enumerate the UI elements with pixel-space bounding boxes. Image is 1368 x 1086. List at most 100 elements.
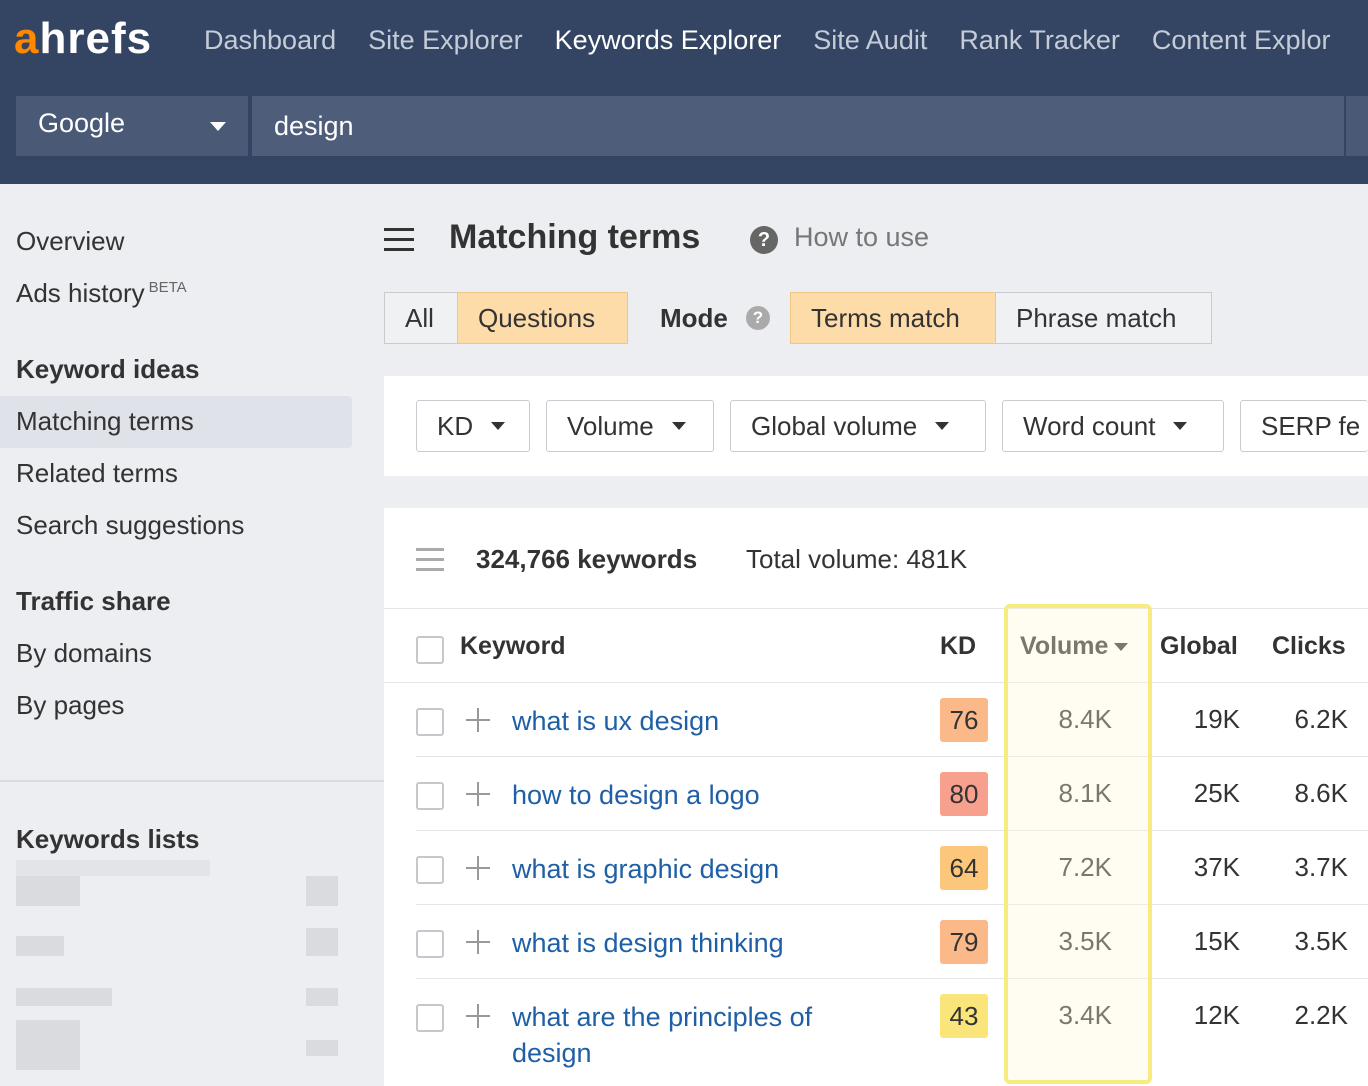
sidebar-item-by-domains[interactable]: By domains [16, 638, 152, 668]
volume-value: 8.4K [1058, 704, 1113, 734]
global-value: 15K [1193, 926, 1240, 956]
keyword-link[interactable]: what is ux design [512, 706, 720, 736]
menu-icon[interactable] [384, 228, 416, 252]
select-all-checkbox[interactable] [416, 636, 444, 664]
row-checkbox[interactable] [416, 930, 444, 958]
sidebar-item-overview[interactable]: Overview [16, 226, 125, 256]
row-divider [416, 756, 1368, 757]
chevron-down-icon [671, 422, 686, 430]
plus-icon[interactable] [466, 708, 490, 732]
clicks-value: 3.7K [1294, 852, 1349, 882]
filter-serp-features[interactable]: SERP fe [1240, 400, 1368, 452]
sidebar-item-search-suggestions[interactable]: Search suggestions [16, 510, 245, 540]
sidebar-selected-highlight [0, 396, 352, 448]
plus-icon[interactable] [466, 856, 490, 880]
keyword-link[interactable]: how to design a logo [512, 780, 760, 810]
sidebar-item-ads-history[interactable]: Ads history BETA [16, 278, 187, 309]
filter-volume[interactable]: Volume [546, 400, 714, 452]
blurred-list-item [16, 1020, 80, 1070]
plus-icon[interactable] [466, 782, 490, 806]
section-heading-traffic-share: Traffic share [16, 586, 171, 616]
nav-dashboard[interactable]: Dashboard [204, 25, 337, 55]
mode-label: Mode [660, 303, 728, 333]
global-value: 25K [1193, 778, 1240, 808]
blurred-list-count [306, 988, 338, 1006]
question-circle-icon[interactable]: ? [750, 226, 778, 254]
keyword-link[interactable]: what is graphic design [512, 854, 780, 884]
ahrefs-logo[interactable]: ahrefs [14, 14, 152, 64]
nav-content-explorer[interactable]: Content Explor [1151, 25, 1331, 55]
filter-global-volume[interactable]: Global volume [730, 400, 986, 452]
tab-questions[interactable]: Questions [457, 292, 628, 344]
keyword-search-input[interactable] [252, 96, 1344, 156]
page-title: Matching terms [449, 218, 701, 256]
question-circle-icon[interactable]: ? [746, 306, 770, 330]
keywords-table-card: 324,766 keywords Total volume: 481K Keyw… [384, 508, 1368, 1086]
column-header-keyword[interactable]: Keyword [460, 632, 566, 660]
global-value: 12K [1193, 1000, 1240, 1030]
main-nav: Dashboard Site Explorer Keywords Explore… [204, 22, 1363, 58]
row-checkbox[interactable] [416, 856, 444, 884]
nav-keywords-explorer[interactable]: Keywords Explorer [554, 25, 782, 55]
tab-all[interactable]: All [384, 292, 458, 344]
column-header-clicks[interactable]: Clicks [1272, 632, 1346, 660]
divider [384, 608, 1368, 609]
sidebar-divider [0, 780, 384, 782]
blurred-list-count [306, 928, 338, 956]
row-checkbox[interactable] [416, 1004, 444, 1032]
columns-icon[interactable] [416, 548, 444, 578]
row-checkbox[interactable] [416, 708, 444, 736]
volume-value: 3.4K [1058, 1000, 1113, 1030]
column-header-volume[interactable]: Volume [1020, 632, 1129, 661]
mode-phrase-match[interactable]: Phrase match [995, 292, 1212, 344]
plus-icon[interactable] [466, 1004, 490, 1028]
row-divider [416, 830, 1368, 831]
search-engine-select[interactable]: Google [16, 96, 248, 156]
chevron-down-icon [935, 422, 950, 430]
beta-badge: BETA [148, 279, 187, 297]
kd-badge: 43 [940, 994, 988, 1038]
nav-site-explorer[interactable]: Site Explorer [368, 25, 523, 55]
blurred-list-item [16, 876, 80, 906]
plus-icon[interactable] [466, 930, 490, 954]
filter-label: Global volume [751, 410, 918, 441]
clicks-value: 8.6K [1294, 778, 1349, 808]
global-value: 37K [1193, 852, 1240, 882]
logo-rest: hrefs [39, 14, 153, 63]
how-to-use-link[interactable]: How to use [794, 222, 930, 252]
kd-badge: 80 [940, 772, 988, 816]
volume-value: 8.1K [1058, 778, 1113, 808]
column-header-label: Volume [1020, 632, 1109, 660]
global-value: 19K [1193, 704, 1240, 734]
nav-site-audit[interactable]: Site Audit [813, 25, 928, 55]
column-header-global[interactable]: Global [1160, 632, 1238, 660]
blurred-list-item [16, 936, 64, 956]
filter-word-count[interactable]: Word count [1002, 400, 1224, 452]
row-checkbox[interactable] [416, 782, 444, 810]
clicks-value: 2.2K [1294, 1000, 1349, 1030]
kd-badge: 76 [940, 698, 988, 742]
nav-rank-tracker[interactable]: Rank Tracker [959, 25, 1120, 55]
filter-label: SERP fe [1261, 410, 1361, 441]
chevron-down-icon [210, 122, 226, 131]
column-header-kd[interactable]: KD [940, 632, 977, 660]
search-row: Google [16, 96, 1368, 156]
sidebar-item-label: Ads history [16, 278, 145, 308]
section-heading-keywords-lists: Keywords lists [16, 824, 200, 854]
keyword-link[interactable]: what is design thinking [512, 928, 784, 958]
filter-label: Volume [567, 410, 654, 441]
logo-letter-a: a [14, 14, 40, 63]
filter-kd[interactable]: KD [416, 400, 530, 452]
sidebar-item-related-terms[interactable]: Related terms [16, 458, 178, 488]
volume-value: 3.5K [1058, 926, 1113, 956]
sidebar-item-by-pages[interactable]: By pages [16, 690, 125, 720]
chevron-down-icon [1173, 422, 1188, 430]
search-button[interactable] [1346, 96, 1368, 156]
blurred-list-item [16, 988, 112, 1006]
total-volume: Total volume: 481K [746, 544, 968, 574]
filter-label: Word count [1023, 410, 1156, 441]
sidebar-item-matching-terms[interactable]: Matching terms [16, 406, 194, 436]
keyword-link[interactable]: what are the principles of design [512, 1002, 813, 1068]
mode-terms-match[interactable]: Terms match [790, 292, 996, 344]
search-engine-value: Google [38, 108, 126, 138]
